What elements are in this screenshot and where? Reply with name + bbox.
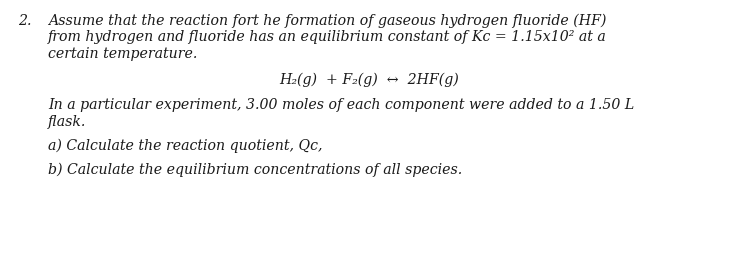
Text: flask.: flask. (48, 115, 86, 129)
Text: b) Calculate the equilibrium concentrations of all species.: b) Calculate the equilibrium concentrati… (48, 162, 463, 177)
Text: In a particular experiment, 3.00 moles of each component were added to a 1.50 L: In a particular experiment, 3.00 moles o… (48, 98, 634, 112)
Text: a) Calculate the reaction quotient, Qc,: a) Calculate the reaction quotient, Qc, (48, 139, 322, 153)
Text: H₂(g)  + F₂(g)  ↔  2HF(g): H₂(g) + F₂(g) ↔ 2HF(g) (279, 72, 460, 87)
Text: 2.: 2. (18, 14, 32, 28)
Text: Assume that the reaction fort he formation of gaseous hydrogen fluoride (HF): Assume that the reaction fort he formati… (48, 14, 607, 28)
Text: certain temperature.: certain temperature. (48, 47, 197, 61)
Text: from hydrogen and fluoride has an equilibrium constant of Kc = 1.15x10² at a: from hydrogen and fluoride has an equili… (48, 31, 607, 44)
